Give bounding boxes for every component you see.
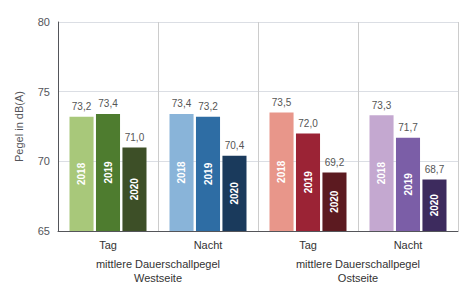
svg-text:70,4: 70,4: [225, 140, 245, 151]
svg-text:2020: 2020: [429, 194, 440, 217]
svg-text:68,7: 68,7: [425, 164, 445, 175]
svg-text:73,4: 73,4: [172, 98, 192, 109]
svg-text:73,4: 73,4: [98, 98, 118, 109]
svg-text:70: 70: [38, 155, 50, 167]
svg-text:mittlere Dauerschallpegel: mittlere Dauerschallpegel: [296, 258, 420, 270]
svg-text:73,3: 73,3: [372, 100, 392, 111]
svg-text:80: 80: [38, 16, 50, 28]
svg-text:72,0: 72,0: [298, 118, 318, 129]
svg-text:71,0: 71,0: [125, 132, 145, 143]
svg-text:Tag: Tag: [99, 239, 117, 251]
svg-text:2020: 2020: [329, 190, 340, 213]
svg-text:2018: 2018: [76, 162, 87, 185]
svg-text:2019: 2019: [203, 162, 214, 185]
svg-text:2019: 2019: [303, 171, 314, 194]
svg-text:Nacht: Nacht: [394, 239, 423, 251]
svg-text:Westseite: Westseite: [134, 272, 182, 284]
svg-text:2020: 2020: [229, 182, 240, 205]
svg-text:75: 75: [38, 86, 50, 98]
svg-text:Nacht: Nacht: [194, 239, 223, 251]
svg-text:2019: 2019: [403, 173, 414, 196]
svg-text:73,2: 73,2: [72, 101, 92, 112]
svg-text:73,2: 73,2: [198, 101, 218, 112]
svg-text:73,5: 73,5: [272, 97, 292, 108]
svg-text:2018: 2018: [376, 162, 387, 185]
svg-text:2018: 2018: [176, 161, 187, 184]
svg-text:65: 65: [38, 225, 50, 237]
svg-text:mittlere Dauerschallpegel: mittlere Dauerschallpegel: [96, 258, 220, 270]
svg-text:2020: 2020: [129, 178, 140, 201]
svg-text:2018: 2018: [276, 160, 287, 183]
svg-text:Pegel in dB(A): Pegel in dB(A): [13, 91, 25, 162]
svg-text:Ostseite: Ostseite: [338, 272, 378, 284]
svg-text:71,7: 71,7: [398, 122, 418, 133]
svg-text:2019: 2019: [103, 161, 114, 184]
svg-text:69,2: 69,2: [325, 157, 345, 168]
svg-text:Tag: Tag: [299, 239, 317, 251]
